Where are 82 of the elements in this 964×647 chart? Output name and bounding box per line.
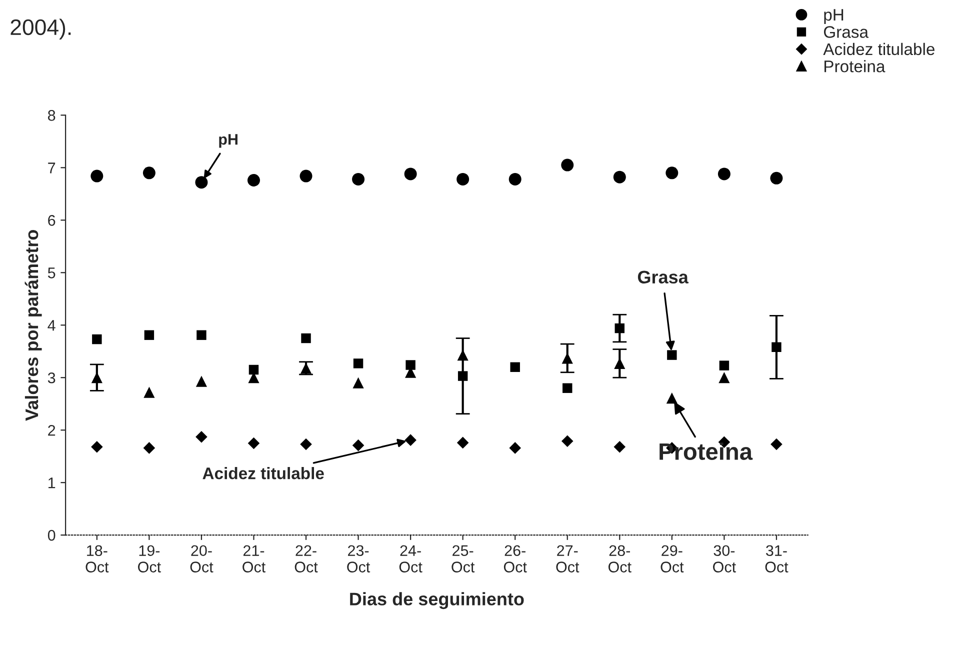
point — [458, 371, 468, 381]
point — [770, 172, 783, 184]
y-tick-label: 7 — [48, 162, 56, 174]
x-tick-label: 18- Oct — [86, 545, 109, 572]
point — [770, 438, 782, 450]
y-tick-label: 6 — [48, 215, 56, 226]
point — [353, 358, 364, 368]
y-tick-label: 5 — [48, 268, 56, 278]
point — [561, 435, 574, 448]
point — [196, 330, 206, 340]
annotation: Proteina — [660, 442, 753, 460]
point — [406, 360, 416, 370]
legend-label: Grasa — [824, 26, 869, 38]
x-tick-label: 30- Oct — [713, 545, 736, 572]
x-tick-label: 26- Oct — [504, 545, 527, 572]
annotation: Acidez titulable — [202, 467, 324, 480]
point — [300, 438, 312, 450]
y-tick-label: 4 — [48, 320, 56, 331]
point — [719, 360, 730, 370]
point — [247, 174, 260, 186]
point — [666, 166, 678, 180]
point — [404, 168, 417, 180]
point — [718, 372, 730, 384]
x-tick-label: 19- Oct — [138, 545, 161, 572]
point — [90, 170, 104, 182]
point — [196, 431, 208, 443]
y-tick-label: 2 — [48, 424, 56, 436]
x-tick-label: 28- Oct — [608, 545, 632, 572]
point — [562, 352, 573, 364]
point — [92, 334, 102, 344]
point — [352, 439, 364, 452]
point — [667, 350, 677, 360]
point — [508, 172, 522, 186]
point — [300, 170, 312, 182]
annotation: pH — [219, 134, 238, 148]
point — [144, 386, 155, 398]
point — [614, 323, 625, 334]
x-tick-label: 24- Oct — [399, 545, 422, 572]
x-axis-title: Dias de seguimiento — [350, 592, 524, 610]
y-tick-label: 8 — [48, 110, 56, 121]
point — [143, 442, 156, 454]
point — [195, 176, 208, 189]
x-tick-label: 22- Oct — [294, 545, 318, 572]
y-axis-title: Valores por parámetro — [24, 230, 42, 421]
point — [142, 166, 156, 180]
y-tick-label: 3 — [48, 372, 56, 384]
x-tick-label: 31- Oct — [765, 545, 788, 572]
x-tick-label: 27- Oct — [556, 545, 580, 572]
point — [352, 172, 365, 186]
x-tick-label: 25- Oct — [452, 545, 475, 572]
y-tick-label: 0 — [48, 530, 56, 541]
point — [666, 392, 678, 404]
point — [352, 377, 364, 388]
point — [614, 358, 626, 369]
point — [144, 330, 154, 340]
point — [196, 376, 208, 387]
point — [509, 442, 521, 454]
legend-label: Acidez titulable — [823, 42, 934, 56]
point — [91, 440, 103, 453]
point — [561, 158, 574, 172]
point — [456, 436, 469, 449]
point — [772, 342, 782, 352]
point — [562, 383, 572, 393]
x-tick-label: 29- Oct — [660, 545, 684, 572]
annotation: Grasa — [638, 270, 689, 284]
x-tick-label: 23- Oct — [347, 545, 370, 572]
point — [248, 364, 259, 375]
x-tick-label: 21- Oct — [242, 545, 266, 572]
point — [301, 333, 311, 344]
point — [613, 170, 626, 184]
x-tick-label: 20- Oct — [190, 545, 214, 572]
point — [510, 362, 520, 372]
point — [404, 434, 416, 446]
point — [456, 172, 470, 186]
point — [614, 440, 626, 453]
chart-title: 2004). — [10, 18, 71, 40]
point — [248, 437, 260, 450]
point — [91, 372, 102, 384]
y-tick-label: 1 — [48, 478, 56, 488]
point — [718, 168, 730, 180]
legend-label: Proteina — [824, 60, 886, 72]
legend-label: pH — [824, 9, 844, 24]
